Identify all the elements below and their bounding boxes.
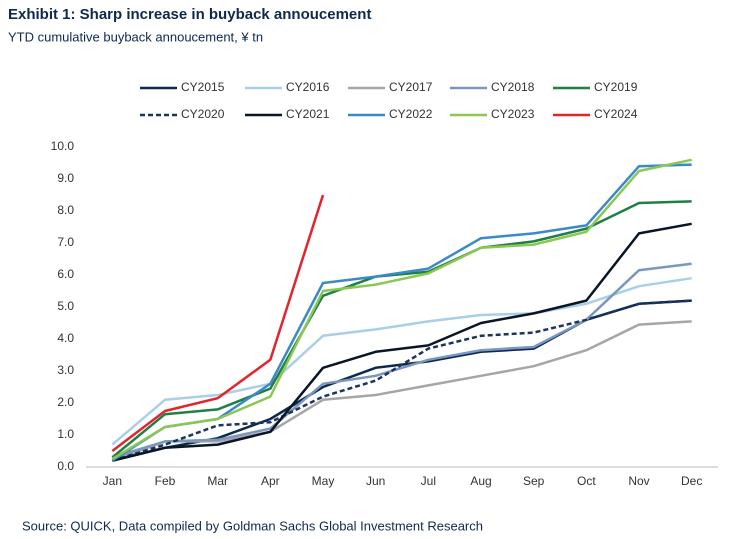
y-tick-label: 1.0 <box>57 427 74 441</box>
legend-label: CY2023 <box>491 107 535 121</box>
x-tick-label: Mar <box>207 474 228 488</box>
legend-label: CY2018 <box>491 80 535 94</box>
series-line <box>111 320 692 462</box>
y-tick-label: 9.0 <box>57 171 74 185</box>
series-line <box>111 194 325 452</box>
chart-subtitle: YTD cumulative buyback annoucement, ¥ tn <box>8 29 263 44</box>
legend-label: CY2020 <box>181 107 225 121</box>
y-tick-label: 5.0 <box>57 299 74 313</box>
series-line <box>111 299 692 462</box>
legend-label: CY2024 <box>594 107 638 121</box>
series-line <box>112 222 692 462</box>
series-line <box>111 158 692 461</box>
x-tick-label: Sep <box>523 474 545 488</box>
y-tick-label: 3.0 <box>57 363 74 377</box>
x-tick-label: Apr <box>261 474 280 488</box>
x-tick-label: Dec <box>681 474 702 488</box>
x-tick-label: Jan <box>103 474 122 488</box>
legend-label: CY2016 <box>286 80 330 94</box>
y-tick-label: 0.0 <box>57 459 74 473</box>
x-tick-label: Jun <box>366 474 385 488</box>
legend-label: CY2022 <box>389 107 433 121</box>
y-tick-label: 4.0 <box>57 331 74 345</box>
legend-label: CY2015 <box>181 80 225 94</box>
legend-label: CY2017 <box>389 80 433 94</box>
legend-label: CY2019 <box>594 80 638 94</box>
y-tick-label: 6.0 <box>57 267 74 281</box>
x-tick-label: Aug <box>470 474 491 488</box>
chart-title: Exhibit 1: Sharp increase in buyback ann… <box>8 6 371 23</box>
series-line <box>111 276 692 446</box>
y-tick-label: 10.0 <box>51 139 75 153</box>
y-tick-label: 2.0 <box>57 395 74 409</box>
x-tick-label: May <box>312 474 335 488</box>
y-tick-label: 8.0 <box>57 203 74 217</box>
x-tick-label: Nov <box>628 474 649 488</box>
x-tick-label: Feb <box>155 474 176 488</box>
x-tick-label: Jul <box>421 474 436 488</box>
series-line <box>111 200 692 459</box>
y-tick-label: 7.0 <box>57 235 74 249</box>
legend-label: CY2021 <box>286 107 330 121</box>
source: Source: QUICK, Data compiled by Goldman … <box>22 518 483 533</box>
x-tick-label: Oct <box>577 474 596 488</box>
series-line <box>111 262 692 459</box>
